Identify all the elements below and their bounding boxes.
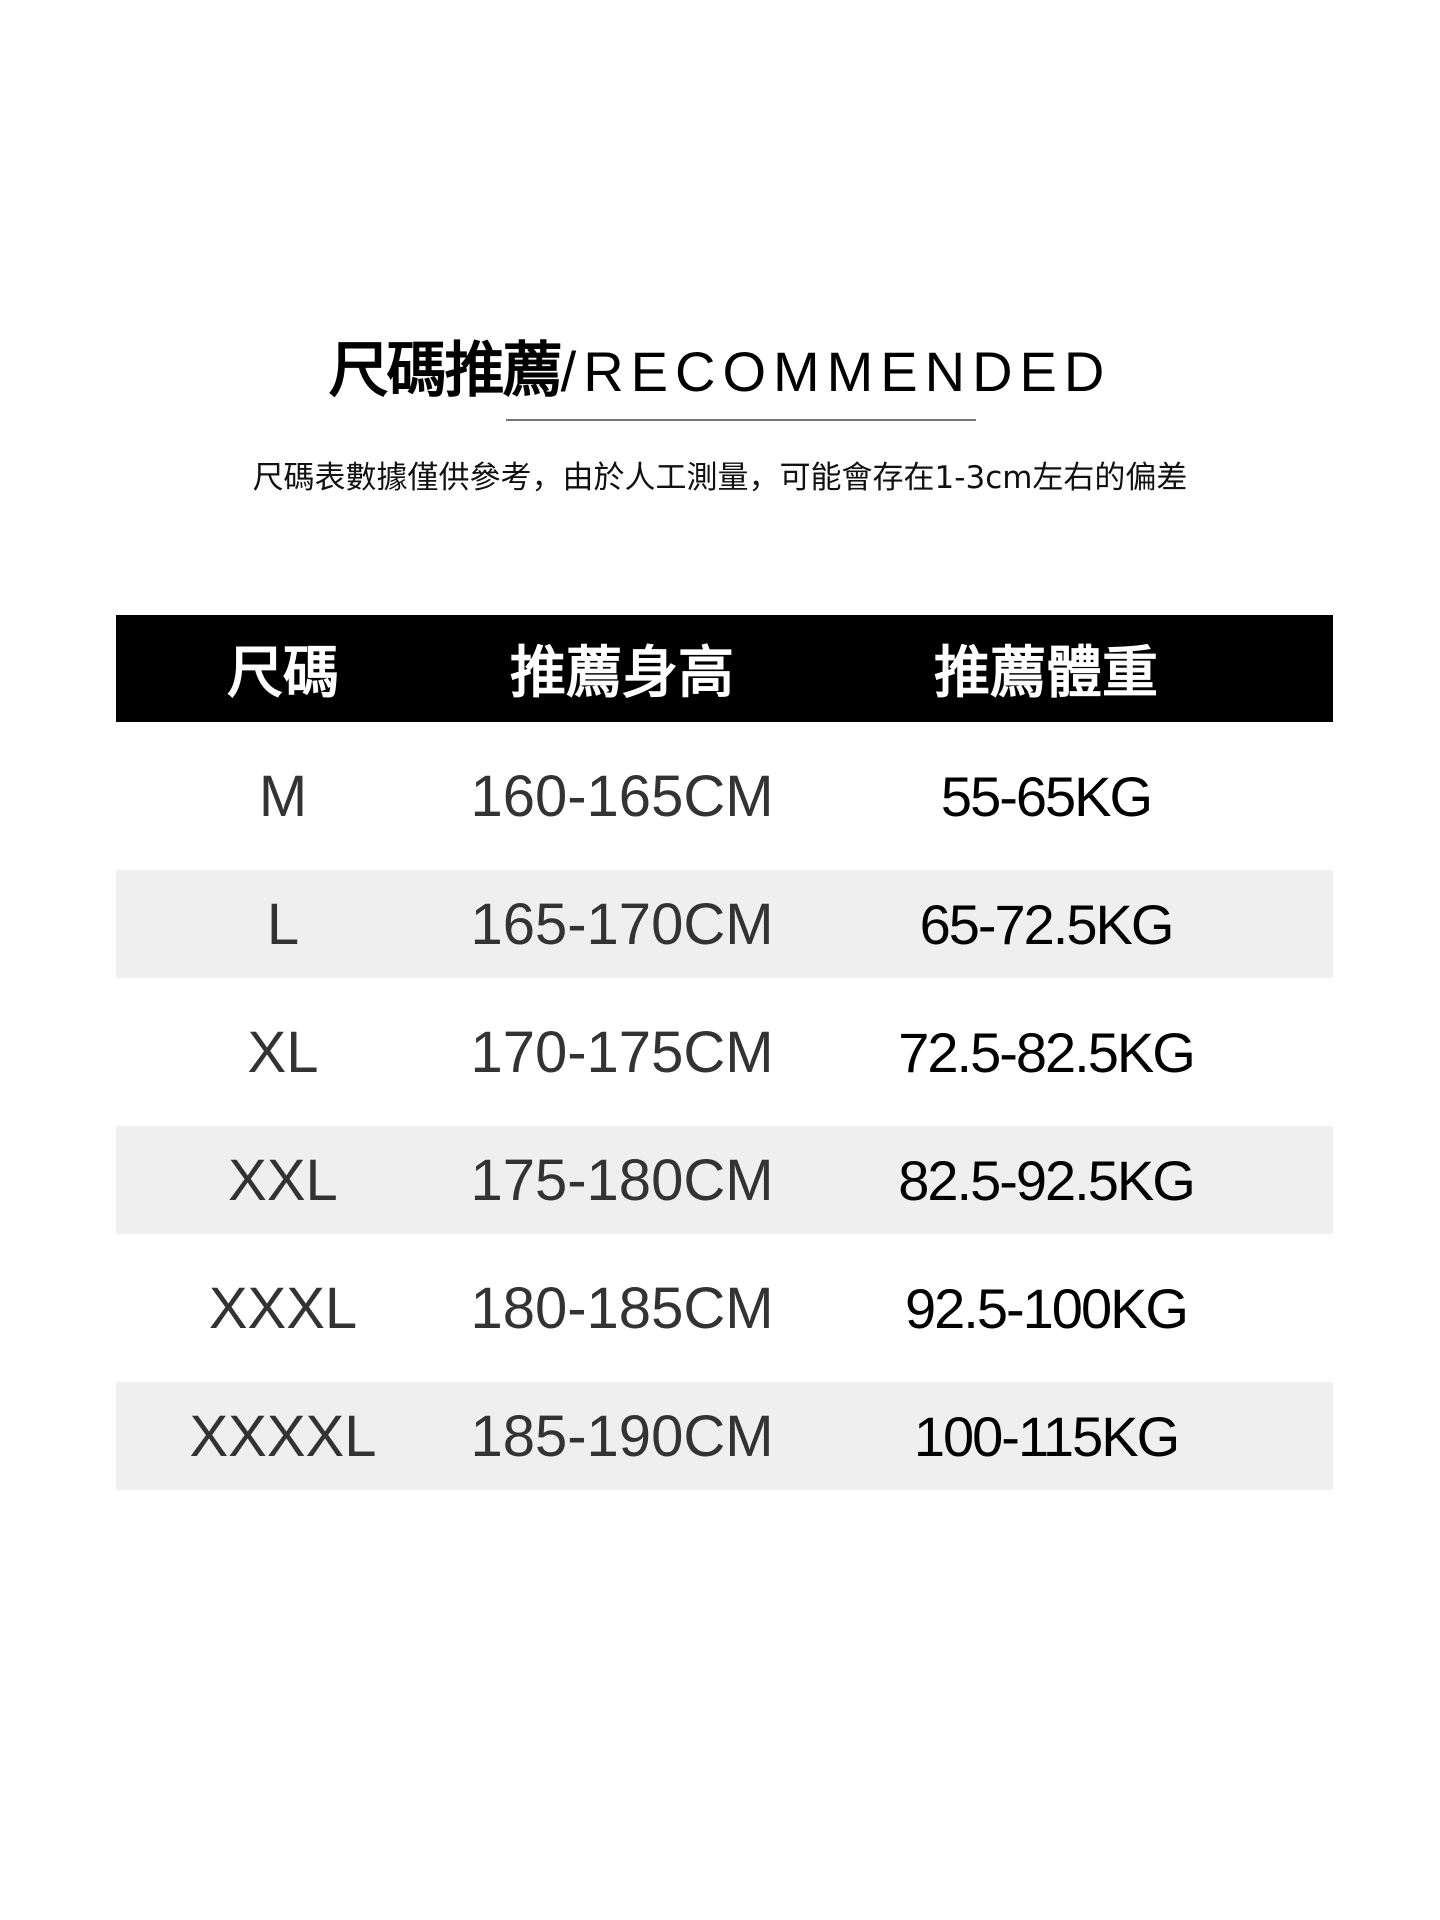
table-row: XXL 175-180CM 82.5-92.5KG [116,1126,1333,1234]
size-cell: XXXL [208,1275,358,1341]
column-header-height: 推薦身高 [510,641,734,706]
table-header: 尺碼 推薦身高 推薦體重 [116,615,1333,722]
weight-cell: 72.5-82.5KG [898,1020,1196,1084]
size-cell: XXXXL [189,1403,377,1469]
size-cell: XXL [228,1147,338,1213]
size-cell: L [266,891,300,957]
table-row: L 165-170CM 65-72.5KG [116,870,1333,978]
table-row: M 160-165CM 55-65KG [116,722,1333,870]
page-title: 尺碼推薦/RECOMMENDED [0,322,1440,409]
size-cell: M [258,763,308,829]
title-english: /RECOMMENDED [560,340,1112,403]
table-row: XXXL 180-185CM 92.5-100KG [116,1234,1333,1382]
weight-cell: 92.5-100KG [905,1276,1189,1340]
column-header-weight: 推薦體重 [934,641,1158,706]
table-row: XL 170-175CM 72.5-82.5KG [116,978,1333,1126]
column-header-size: 尺碼 [227,641,339,706]
title-chinese: 尺碼推薦 [328,336,563,406]
weight-cell: 55-65KG [940,764,1153,828]
height-cell: 165-170CM [470,891,774,957]
subtitle-note: 尺碼表數據僅供參考，由於人工測量，可能會存在1-3cm左右的偏差 [252,460,1188,496]
size-cell: XL [247,1019,319,1085]
height-cell: 180-185CM [470,1275,774,1341]
height-cell: 185-190CM [470,1403,774,1469]
weight-cell: 82.5-92.5KG [898,1148,1196,1212]
height-cell: 160-165CM [470,763,774,829]
title-divider [506,419,976,421]
table-row: XXXXL 185-190CM 100-115KG [116,1382,1333,1490]
weight-cell: 65-72.5KG [919,892,1175,956]
size-table: 尺碼 推薦身高 推薦體重 M 160-165CM 55-65KG L 165-1… [116,615,1333,1490]
height-cell: 170-175CM [470,1019,774,1085]
weight-cell: 100-115KG [913,1404,1180,1468]
height-cell: 175-180CM [470,1147,774,1213]
